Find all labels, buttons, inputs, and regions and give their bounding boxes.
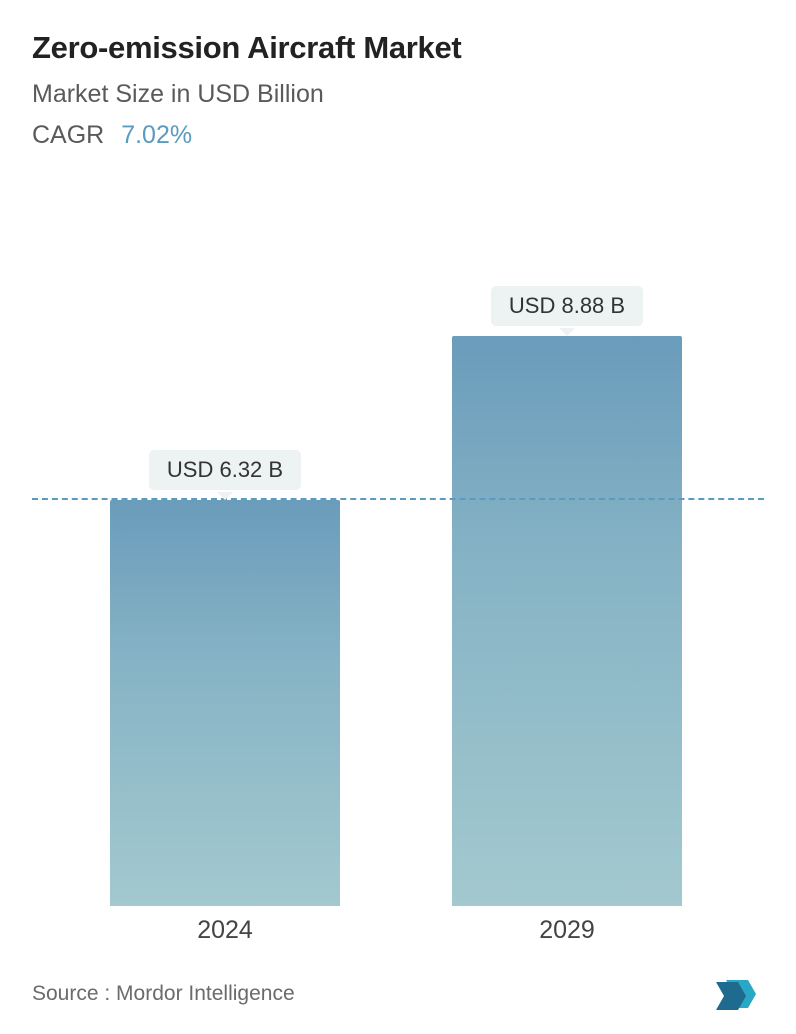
- footer: Source : Mordor Intelligence: [32, 966, 764, 1014]
- cagr-value: 7.02%: [121, 121, 192, 149]
- badge-notch-icon: [217, 492, 233, 500]
- reference-line: [32, 498, 764, 500]
- badge-notch-icon: [559, 328, 575, 336]
- value-badge-2024: USD 6.32 B: [149, 450, 301, 490]
- cagr-label: CAGR: [32, 121, 104, 149]
- x-axis-labels: 2024 2029: [32, 916, 764, 956]
- value-badge-2029: USD 8.88 B: [491, 286, 643, 326]
- bar-2029: USD 8.88 B: [452, 286, 682, 906]
- bar-rect-2024: [110, 500, 340, 906]
- bar-rect-2029: [452, 336, 682, 906]
- chart-subtitle: Market Size in USD Billion: [32, 80, 764, 109]
- chart-area: USD 6.32 B USD 8.88 B 2024 2029: [32, 190, 764, 966]
- plot-region: USD 6.32 B USD 8.88 B: [32, 190, 764, 906]
- cagr-row: CAGR 7.02%: [32, 121, 764, 150]
- source-text: Source : Mordor Intelligence: [32, 982, 295, 1006]
- x-label-2024: 2024: [110, 916, 340, 945]
- bar-2024: USD 6.32 B: [110, 450, 340, 906]
- chart-container: Zero-emission Aircraft Market Market Siz…: [0, 0, 796, 1034]
- chart-title: Zero-emission Aircraft Market: [32, 30, 764, 66]
- x-label-2029: 2029: [452, 916, 682, 945]
- mordor-logo-icon: [708, 974, 764, 1014]
